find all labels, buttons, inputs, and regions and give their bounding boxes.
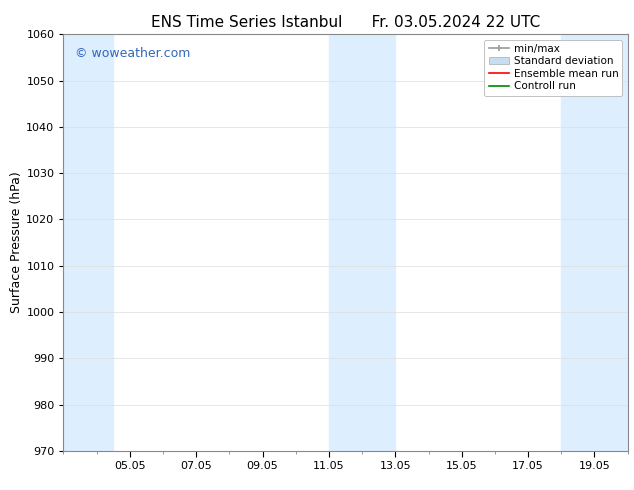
Title: ENS Time Series Istanbul      Fr. 03.05.2024 22 UTC: ENS Time Series Istanbul Fr. 03.05.2024 …	[151, 15, 540, 30]
Bar	[561, 34, 628, 451]
Bar	[329, 34, 396, 451]
Bar	[63, 34, 113, 451]
Legend: min/max, Standard deviation, Ensemble mean run, Controll run: min/max, Standard deviation, Ensemble me…	[484, 40, 623, 96]
Text: © woweather.com: © woweather.com	[75, 47, 190, 60]
Y-axis label: Surface Pressure (hPa): Surface Pressure (hPa)	[11, 172, 23, 314]
